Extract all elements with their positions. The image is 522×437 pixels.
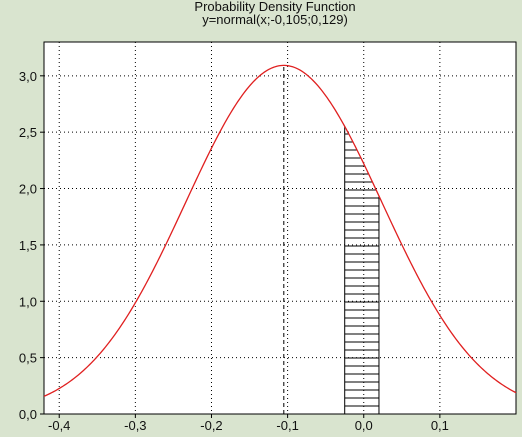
y-tick-label: 2,5 <box>19 125 37 140</box>
y-tick-label: 1,5 <box>19 238 37 253</box>
y-tick-label: 2,0 <box>19 182 37 197</box>
axis-ticks: -0,4 -0,3 -0,2 -0,1 0,0 0,1 0,0 0,5 1,0 1,5 2,0 2,5… <box>19 69 449 433</box>
x-tick-label: 0,0 <box>355 418 373 433</box>
gridlines <box>44 42 516 415</box>
x-tick-label: -0,2 <box>200 418 222 433</box>
y-tick-label: 0,5 <box>19 351 37 366</box>
shaded-region <box>344 126 380 414</box>
density-curve-group <box>43 64 517 397</box>
y-tick-label: 1,0 <box>19 294 37 309</box>
plot-area <box>43 41 517 415</box>
x-tick-label: -0,4 <box>48 418 70 433</box>
y-tick-label: 0,0 <box>19 407 37 422</box>
chart-title: Probability Density Function <box>194 0 355 14</box>
density-curve <box>43 64 517 397</box>
x-tick-label: -0,1 <box>276 418 298 433</box>
x-tick-label: -0,3 <box>124 418 146 433</box>
chart-subtitle: y=normal(x;-0,105;0,129) <box>202 12 348 27</box>
y-tick-label: 3,0 <box>19 69 37 84</box>
x-tick-label: 0,1 <box>431 418 449 433</box>
